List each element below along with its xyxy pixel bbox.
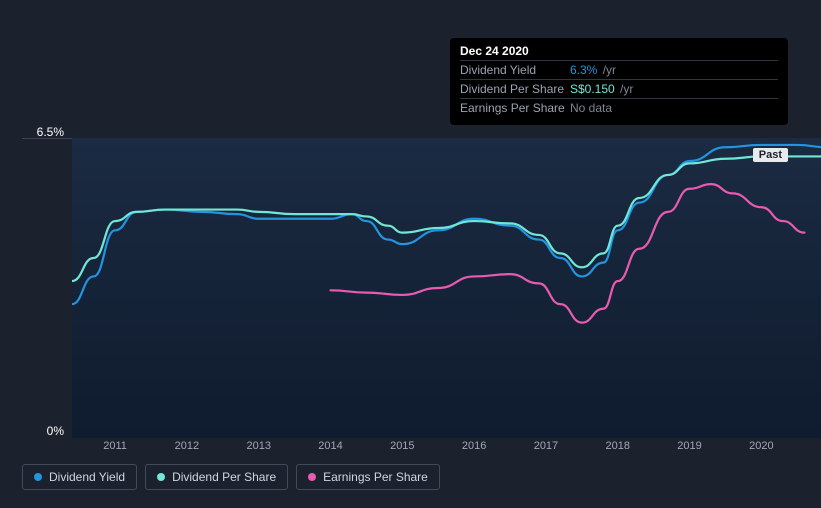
tooltip-row-value: S$0.150 /yr [570, 82, 633, 96]
legend-dot-icon [157, 473, 165, 481]
x-axis-tick-label: 2016 [462, 440, 486, 452]
chart-plot-area[interactable] [72, 138, 821, 438]
legend-dot-icon [308, 473, 316, 481]
y-axis-min-label: 0% [47, 424, 64, 438]
past-badge: Past [753, 148, 788, 162]
legend-item-label: Earnings Per Share [323, 470, 428, 484]
legend-item-label: Dividend Per Share [172, 470, 276, 484]
tooltip-row-value: 6.3% /yr [570, 63, 616, 77]
x-axis-tick-label: 2015 [390, 440, 414, 452]
y-axis-max-label: 6.5% [37, 125, 64, 139]
x-axis-tick-label: 2020 [749, 440, 773, 452]
tooltip-row: Dividend Yield6.3% /yr [460, 60, 778, 79]
x-axis-tick-label: 2012 [175, 440, 199, 452]
tooltip-row-label: Earnings Per Share [460, 101, 570, 115]
legend-item[interactable]: Earnings Per Share [296, 464, 440, 490]
tooltip-row-label: Dividend Yield [460, 63, 570, 77]
legend-item[interactable]: Dividend Yield [22, 464, 137, 490]
chart-legend: Dividend Yield Dividend Per Share Earnings… [22, 464, 440, 490]
x-axis-tick-label: 2011 [103, 440, 127, 452]
dividend-chart: Dec 24 2020 Dividend Yield6.3% /yrDivide… [22, 18, 804, 448]
x-axis-tick-label: 2014 [318, 440, 342, 452]
legend-dot-icon [34, 473, 42, 481]
legend-item[interactable]: Dividend Per Share [145, 464, 288, 490]
legend-item-label: Dividend Yield [49, 470, 125, 484]
tooltip-row-label: Dividend Per Share [460, 82, 570, 96]
tooltip-row-value: No data [570, 101, 612, 115]
tooltip-row: Dividend Per ShareS$0.150 /yr [460, 79, 778, 98]
x-axis-tick-label: 2019 [677, 440, 701, 452]
x-axis-tick-label: 2013 [246, 440, 270, 452]
x-axis-labels: 2011 2012 2013 2014 2015 2016 2017 2018 2019 2020 [72, 440, 804, 456]
tooltip-date: Dec 24 2020 [460, 44, 778, 60]
x-axis-tick-label: 2018 [606, 440, 630, 452]
x-axis-tick-label: 2017 [534, 440, 558, 452]
tooltip-row: Earnings Per ShareNo data [460, 98, 778, 117]
chart-tooltip: Dec 24 2020 Dividend Yield6.3% /yrDivide… [450, 38, 788, 125]
